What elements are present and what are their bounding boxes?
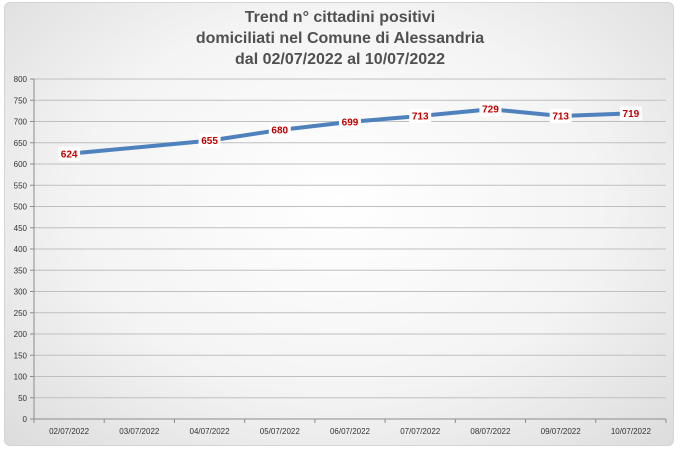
data-label: 680: [271, 126, 288, 137]
y-tick-label: 500: [14, 203, 28, 212]
data-label: 713: [412, 111, 429, 122]
chart-title-line-3: dal 02/07/2022 al 10/07/2022: [235, 51, 445, 68]
data-labels: 624 655 680 699 713 729 713 719: [58, 102, 642, 161]
y-tick-label: 600: [14, 160, 28, 169]
y-tick-label: 150: [14, 351, 28, 360]
chart-title-line-2: domiciliati nel Comune di Alessandria: [195, 30, 485, 47]
data-label-box: [268, 123, 291, 137]
data-label: 729: [482, 105, 499, 116]
data-label-box: [58, 146, 81, 161]
data-label-box: [549, 108, 572, 123]
data-label: 719: [623, 109, 640, 120]
y-tick-label: 750: [14, 96, 28, 105]
data-label: 655: [201, 136, 218, 147]
chart-frame: [4, 2, 674, 446]
chart-title: Trend n° cittadini positivi domiciliati …: [0, 7, 680, 70]
y-tick-label: 550: [14, 181, 28, 190]
y-tick-label: 350: [14, 266, 28, 275]
x-tick-label: 04/07/2022: [190, 427, 231, 436]
data-label: 713: [552, 111, 569, 122]
series-line: [67, 107, 633, 156]
series-polyline: [67, 107, 633, 156]
x-tick-label: 09/07/2022: [541, 427, 582, 436]
y-tick-label: 100: [14, 373, 28, 382]
data-label-box: [479, 102, 502, 117]
y-tick-label: 200: [14, 330, 28, 339]
x-tick-label: 02/07/2022: [49, 427, 90, 436]
data-label: 624: [61, 149, 78, 160]
data-label-box: [339, 114, 361, 129]
data-label-box: [619, 106, 642, 121]
data-label: 699: [342, 117, 359, 128]
y-tick-label: 400: [14, 245, 28, 254]
y-tick-label: 250: [14, 309, 28, 318]
y-axis: 0 50 100 150 200 250 300 350 400 450 500 550 600 650 7…: [14, 75, 35, 424]
x-axis: 02/07/2022 03/07/2022 04/07/2022 05/07/2022…: [33, 418, 667, 436]
x-tick-label: 07/07/2022: [400, 427, 441, 436]
y-tick-label: 300: [14, 288, 28, 297]
y-tick-label: 50: [18, 394, 27, 403]
x-tick-label: 08/07/2022: [470, 427, 511, 436]
x-tick-label: 10/07/2022: [611, 427, 652, 436]
chart-title-line-1: Trend n° cittadini positivi: [244, 9, 436, 26]
y-tick-label: 650: [14, 139, 28, 148]
y-tick-label: 700: [14, 118, 28, 127]
x-tick-label: 03/07/2022: [119, 427, 160, 436]
data-label-box: [198, 133, 221, 148]
y-tick-label: 800: [14, 75, 28, 84]
gridlines: [34, 78, 666, 420]
x-tick-label: 06/07/2022: [330, 427, 371, 436]
y-tick-label: 450: [14, 224, 28, 233]
data-label-box: [409, 108, 432, 123]
y-tick-label: 0: [23, 415, 28, 424]
x-tick-label: 05/07/2022: [260, 427, 301, 436]
